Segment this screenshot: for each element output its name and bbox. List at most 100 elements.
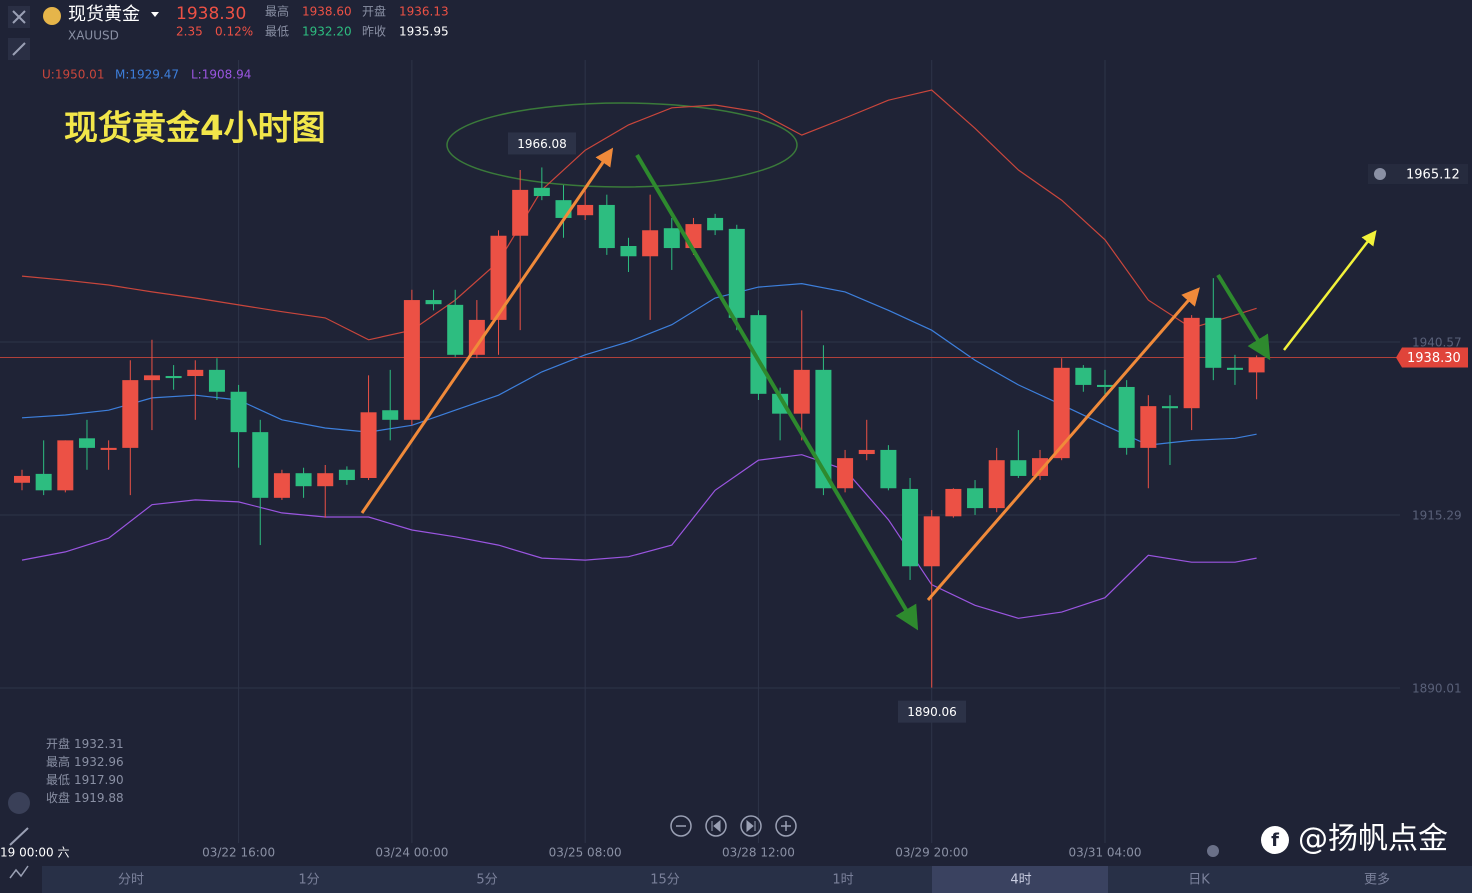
- instrument-name[interactable]: 现货黄金: [68, 4, 140, 25]
- candle-body: [512, 189, 529, 236]
- watermark-logo: [1261, 826, 1289, 854]
- icon: [711, 819, 721, 833]
- candle-body: [273, 473, 290, 498]
- icon: [746, 819, 756, 833]
- extreme-label: 1966.08: [517, 137, 567, 151]
- alert-tag: [1368, 164, 1468, 185]
- candle-body: [728, 228, 745, 318]
- tab[interactable]: 分时: [118, 873, 144, 888]
- tab[interactable]: 15分: [650, 873, 680, 888]
- info-value: 1917.90: [74, 773, 124, 787]
- change: 2.35: [176, 25, 203, 39]
- info-label: 收盘: [46, 790, 70, 805]
- x-tick-label: 03/24 00:00: [375, 846, 448, 860]
- watermark: @扬帆点金: [1298, 822, 1448, 857]
- chart-icon[interactable]: [9, 865, 29, 879]
- candle-body: [598, 204, 615, 249]
- tab[interactable]: 1分: [298, 873, 319, 888]
- candle-body: [425, 300, 442, 305]
- band-line: [21, 89, 1257, 341]
- candle-body: [1161, 406, 1178, 409]
- y-tick-label: 1890.01: [1412, 682, 1462, 696]
- y-tick-label: 1940.57: [1412, 336, 1462, 350]
- candle-body: [100, 447, 117, 450]
- candle-body: [447, 304, 464, 355]
- scroll-end[interactable]: [740, 815, 762, 837]
- arrow: [360, 147, 614, 514]
- candle-body: [14, 475, 30, 483]
- candle-body: [1183, 317, 1200, 409]
- candle-body: [230, 391, 247, 433]
- tab[interactable]: 5分: [476, 873, 497, 888]
- candle-body: [252, 432, 269, 498]
- candle-body: [707, 217, 724, 231]
- arrow: [926, 287, 1200, 601]
- candle-body: [533, 187, 550, 197]
- indicator-button[interactable]: [8, 792, 30, 814]
- stat-value: 1936.13: [399, 5, 449, 19]
- extreme-label-box: [898, 700, 966, 723]
- candle-body: [1032, 458, 1049, 476]
- tab[interactable]: 日K: [1188, 873, 1210, 888]
- candle-body: [858, 449, 875, 455]
- x-tick-label: 03/29 20:00: [895, 846, 968, 860]
- stat-value: 1932.20: [302, 25, 352, 39]
- stat-value: 1935.95: [399, 25, 449, 39]
- candle-body: [468, 319, 485, 355]
- tab[interactable]: 4时: [1010, 873, 1031, 888]
- close-icon: [12, 10, 26, 24]
- candle-body: [967, 488, 984, 509]
- candle-body: [1226, 367, 1243, 370]
- x-tick-label: 03/28 12:00: [722, 846, 795, 860]
- candle-body: [57, 440, 74, 491]
- last-price: 1938.30: [1407, 351, 1461, 366]
- candle-body: [360, 412, 377, 478]
- info-label: 最高: [46, 754, 70, 769]
- bell-icon: [1374, 168, 1386, 181]
- x-tick-label: 03/22 16:00: [202, 846, 275, 860]
- info-row: 最高 1932.96: [46, 754, 124, 769]
- tab[interactable]: 1时: [832, 873, 853, 888]
- candle-body: [945, 488, 962, 517]
- chart-title: 现货黄金4小时图: [64, 109, 326, 149]
- candle-body: [403, 300, 420, 420]
- candle-body: [1097, 384, 1113, 387]
- draw-icon: [12, 42, 26, 56]
- candle-body: [295, 473, 312, 487]
- candle-body: [793, 369, 810, 414]
- tab[interactable]: 更多: [1364, 872, 1390, 888]
- active-tab: [932, 866, 1108, 893]
- pen-icon[interactable]: [9, 827, 29, 846]
- info-value: 1932.96: [74, 755, 124, 769]
- info-row: 最低 1917.90: [46, 773, 124, 787]
- info-row: 收盘 1919.88: [46, 790, 124, 805]
- x-tick-label: 03/25 08:00: [549, 846, 622, 860]
- candle-body: [837, 458, 854, 489]
- arrow: [1283, 230, 1377, 351]
- candle-body: [338, 469, 355, 481]
- info-label: 开盘: [46, 736, 70, 751]
- candle-body: [1140, 406, 1157, 448]
- stat-label: 最低: [265, 25, 289, 39]
- candle-body: [317, 473, 334, 487]
- candle-body: [902, 488, 919, 567]
- candle-body: [122, 380, 139, 448]
- candle-body: [988, 460, 1005, 509]
- zoom-in[interactable]: [775, 815, 797, 837]
- zoom-out[interactable]: [670, 815, 692, 837]
- legend-entry: L:1908.94: [191, 68, 251, 82]
- last-price-tag: [1396, 347, 1468, 368]
- dropdown-icon[interactable]: [151, 12, 159, 17]
- icon: [781, 821, 791, 831]
- watermark-logo-text: f: [1271, 830, 1279, 851]
- candle-body: [772, 393, 789, 414]
- arrow: [635, 153, 919, 631]
- settings-dot[interactable]: [1207, 845, 1219, 857]
- scroll-start[interactable]: [705, 815, 727, 837]
- candle-body: [143, 375, 160, 381]
- candle-body: [1010, 460, 1027, 476]
- symbol: XAUUSD: [68, 29, 119, 43]
- candle-body: [1205, 317, 1222, 368]
- candle-body: [642, 230, 659, 257]
- info-row: 开盘 1932.31: [46, 736, 124, 751]
